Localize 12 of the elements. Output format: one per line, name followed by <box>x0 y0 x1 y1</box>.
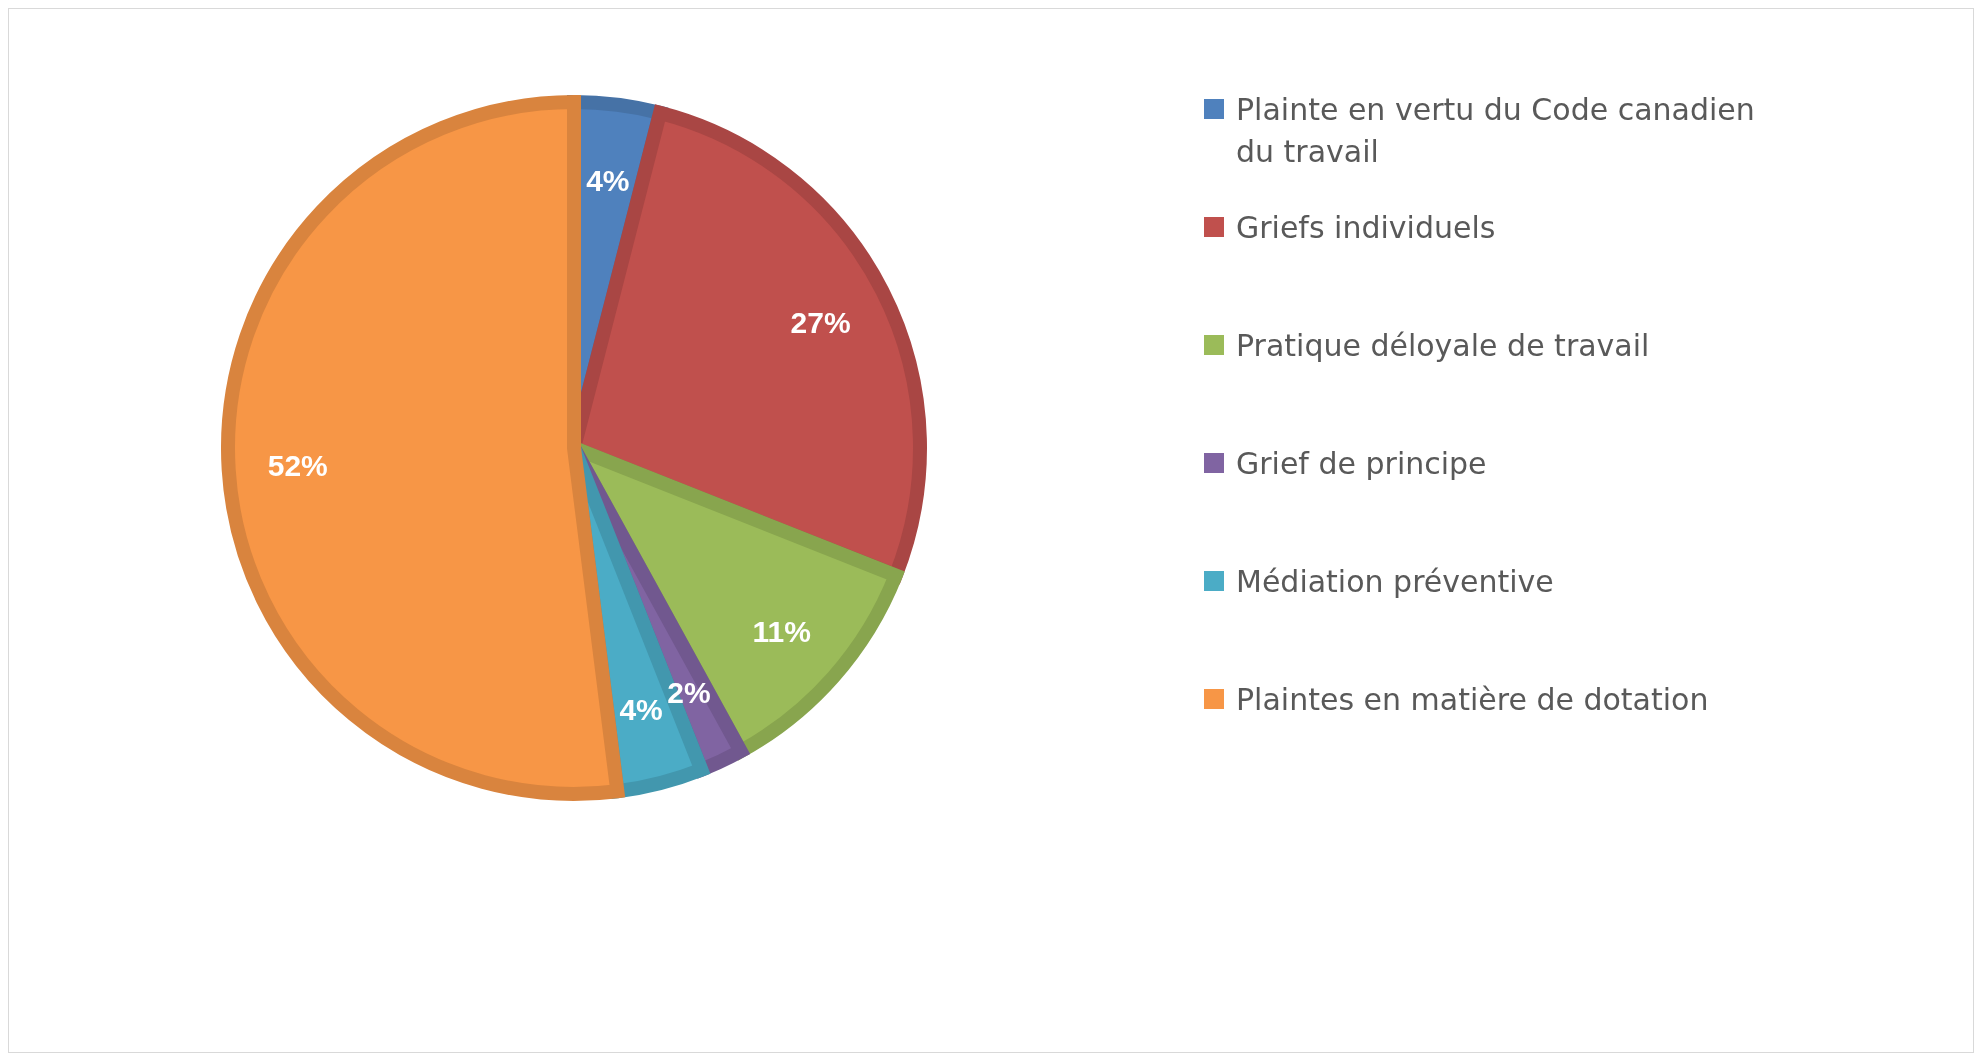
legend-label: Griefs individuels <box>1236 209 1496 247</box>
data-label: 52% <box>267 448 328 482</box>
data-label: 4% <box>619 692 663 726</box>
legend-label: Plainte en vertu du Code canadien du travail <box>1236 91 1756 171</box>
legend-label: Grief de principe <box>1236 445 1487 483</box>
legend-label: Médiation préventive <box>1236 563 1554 601</box>
data-label: 11% <box>752 614 811 648</box>
data-label: 4% <box>586 163 630 197</box>
data-label: 27% <box>790 305 851 339</box>
legend-label: Pratique déloyale de travail <box>1236 327 1650 365</box>
data-label: 2% <box>667 675 711 709</box>
legend-label: Plaintes en matière de dotation <box>1236 681 1709 719</box>
